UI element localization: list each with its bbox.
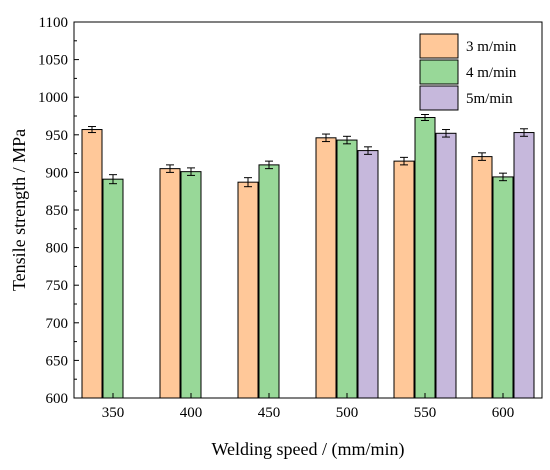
x-tick-label: 600	[492, 405, 515, 421]
y-tick-label: 600	[46, 391, 69, 407]
bars-layer	[81, 117, 535, 399]
y-tick-label: 1000	[38, 90, 68, 106]
y-tick-label: 1050	[38, 53, 68, 69]
x-axis-title: Welding speed / (mm/min)	[211, 439, 404, 460]
y-axis-title: Tensile strength / MPa	[9, 129, 29, 291]
y-tick-label: 950	[46, 128, 69, 144]
bar	[357, 150, 379, 399]
ticks-layer: 600 650 700 750 800 850 900 950 1000 1050 1100 350 4…	[38, 15, 514, 421]
bar	[513, 132, 535, 399]
bar	[414, 117, 436, 399]
bar	[393, 160, 415, 399]
bar	[492, 176, 514, 399]
x-tick-label: 500	[336, 405, 359, 421]
bar	[159, 168, 181, 399]
bar	[258, 164, 280, 399]
bar	[315, 137, 337, 399]
y-tick-label: 750	[46, 278, 69, 294]
legend-label: 5m/min	[466, 91, 513, 107]
legend-label: 4 m/min	[466, 65, 517, 81]
legend-label: 3 m/min	[466, 39, 517, 55]
bar	[237, 181, 259, 399]
legend-swatch	[419, 59, 459, 85]
legend: 3 m/min 4 m/min 5m/min	[419, 33, 517, 111]
y-tick-label: 900	[46, 165, 69, 181]
error-bars-layer	[88, 113, 528, 188]
y-tick-label: 1100	[39, 15, 68, 31]
y-tick-label: 650	[46, 353, 69, 369]
x-tick-label: 550	[414, 405, 437, 421]
y-tick-label: 800	[46, 241, 69, 257]
bar	[180, 171, 202, 399]
x-tick-label: 350	[102, 405, 125, 421]
y-tick-label: 700	[46, 316, 69, 332]
x-tick-label: 450	[258, 405, 281, 421]
legend-swatch	[419, 33, 459, 59]
bar	[336, 139, 358, 399]
x-tick-label: 400	[180, 405, 203, 421]
legend-swatch	[419, 85, 459, 111]
bar	[435, 132, 457, 399]
y-tick-label: 850	[46, 203, 69, 219]
bar	[102, 178, 124, 399]
bar	[81, 129, 103, 399]
bar	[471, 156, 493, 399]
